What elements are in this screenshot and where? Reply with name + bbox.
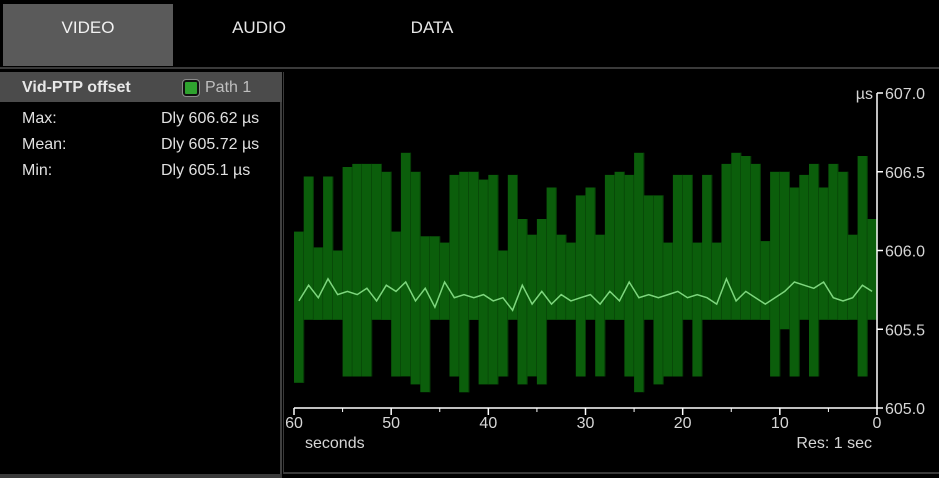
range-bar — [731, 152, 742, 320]
tab-audio[interactable]: AUDIO — [174, 4, 344, 66]
x-axis-label: seconds — [305, 435, 365, 452]
min-value: Dly 605.1 µs — [161, 162, 251, 179]
range-bar — [498, 250, 509, 377]
min-label: Min: — [22, 162, 53, 179]
range-bar — [634, 152, 645, 393]
range-bar — [838, 171, 849, 320]
range-bar — [400, 152, 411, 377]
tab-bar: VIDEO AUDIO DATA — [0, 0, 939, 68]
range-bar — [362, 163, 373, 377]
path-legend-label[interactable]: Path 1 — [205, 79, 252, 96]
range-bar — [430, 236, 441, 320]
range-bar — [546, 187, 557, 320]
range-bar — [721, 163, 732, 320]
range-bar — [809, 163, 820, 377]
range-bar — [352, 163, 363, 377]
range-bar — [556, 234, 567, 320]
unit-label: µs — [856, 86, 873, 103]
range-bar — [847, 234, 858, 320]
stats-panel: Vid-PTP offset Path 1 Max: Dly 606.62 µs… — [0, 72, 282, 478]
graph-frame: 607.0 606.5 606.0 605.5 605.0 µs 60 50 40 30 20 10 0… — [283, 72, 939, 474]
range-bar — [653, 195, 664, 385]
tab-audio-label: AUDIO — [232, 18, 286, 37]
range-bar — [449, 174, 460, 377]
range-bar — [575, 195, 586, 377]
mean-line — [298, 276, 873, 312]
y-tick-label: 606.5 — [885, 165, 925, 182]
range-bar — [692, 242, 703, 377]
range-bar — [663, 242, 674, 377]
range-bar — [323, 176, 334, 320]
range-bar — [857, 156, 868, 377]
x-tick-label: 0 — [873, 415, 882, 432]
max-value: Dly 606.62 µs — [161, 110, 260, 127]
range-bar — [818, 187, 829, 320]
range-bar — [711, 242, 722, 320]
range-bar — [672, 174, 683, 377]
range-bar — [604, 174, 615, 320]
x-tick-label: 40 — [479, 415, 497, 432]
range-bar — [488, 174, 499, 385]
resolution-label: Res: 1 sec — [796, 435, 872, 452]
range-bar — [536, 219, 547, 385]
mean-label: Mean: — [22, 136, 67, 153]
range-bar — [643, 195, 654, 320]
y-tick-label: 605.0 — [885, 401, 925, 418]
range-bar — [371, 163, 382, 320]
y-tick-label: 607.0 — [885, 86, 925, 103]
range-bar — [313, 247, 324, 320]
range-bar — [779, 171, 790, 330]
range-bar — [459, 171, 470, 393]
x-tick-label: 20 — [674, 415, 692, 432]
measurement-title: Vid-PTP offset — [22, 79, 131, 96]
range-bar — [420, 236, 431, 393]
tab-data-label: DATA — [410, 18, 454, 37]
range-bar — [828, 163, 839, 320]
offset-chart: 607.0 606.5 606.0 605.5 605.0 µs 60 50 40 30 20 10 0… — [285, 86, 925, 452]
tab-video[interactable]: VIDEO — [3, 4, 173, 66]
x-tick-label: 30 — [577, 415, 595, 432]
range-bar — [760, 241, 771, 320]
path-legend-swatch[interactable] — [182, 79, 200, 97]
range-bar — [566, 242, 577, 320]
mean-value: Dly 605.72 µs — [161, 136, 260, 153]
range-bar — [410, 171, 421, 385]
range-bar — [682, 174, 693, 320]
range-bar — [303, 176, 314, 320]
range-bar — [381, 171, 392, 320]
panel-header: Vid-PTP offset Path 1 — [0, 72, 282, 102]
range-bar — [799, 174, 810, 320]
range-bar — [867, 219, 878, 320]
range-bar — [750, 163, 761, 320]
x-tick-label: 60 — [285, 415, 303, 432]
range-bar — [332, 250, 343, 320]
range-bar — [507, 174, 518, 320]
tab-divider — [0, 67, 939, 69]
y-tick-label: 605.5 — [885, 322, 925, 339]
x-tick-label: 10 — [771, 415, 789, 432]
x-tick-label: 50 — [382, 415, 400, 432]
range-bar — [702, 174, 713, 320]
range-bar — [468, 171, 479, 320]
range-bar — [294, 231, 305, 383]
panel-bottom-strip — [0, 474, 282, 478]
range-bar — [595, 234, 606, 377]
y-tick-label: 606.0 — [885, 244, 925, 261]
range-bar — [342, 167, 353, 377]
range-bar — [741, 156, 752, 320]
range-bar — [391, 231, 402, 377]
range-bar — [614, 171, 625, 320]
range-bar — [624, 174, 635, 377]
tab-video-label: VIDEO — [61, 18, 115, 37]
max-label: Max: — [22, 110, 57, 127]
range-bar — [478, 179, 489, 385]
range-bar — [585, 187, 596, 320]
range-bar — [517, 219, 528, 385]
tab-data[interactable]: DATA — [347, 4, 517, 66]
range-bar — [527, 234, 538, 377]
range-bar — [770, 171, 781, 377]
